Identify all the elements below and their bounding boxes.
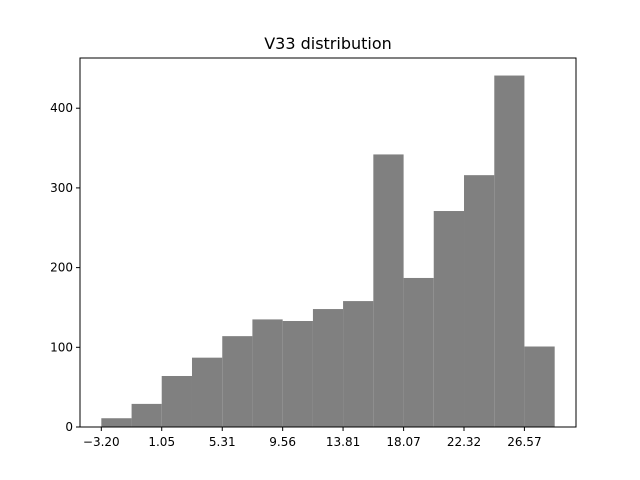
x-axis: −3.20 1.05 5.31 9.56 13.81 18.07 22.32 26.57 [83, 427, 542, 449]
histogram-bar [252, 319, 283, 427]
y-tick-label: 400 [50, 101, 73, 115]
histogram-bar [312, 309, 344, 427]
x-tick-label: −3.20 [83, 435, 120, 449]
histogram-bar [433, 211, 465, 427]
bars-group [101, 75, 555, 427]
histogram-bar [282, 321, 313, 427]
histogram-bar [161, 375, 192, 427]
y-tick-label: 100 [50, 340, 73, 354]
histogram-bar [464, 175, 495, 427]
histogram-bar [494, 75, 525, 427]
histogram-bar [373, 154, 404, 427]
histogram-bar [131, 403, 162, 427]
y-tick-label: 0 [65, 420, 73, 434]
histogram-bar [101, 418, 132, 427]
y-axis: 0 100 200 300 400 [50, 101, 80, 434]
x-tick-label: 13.81 [326, 435, 360, 449]
histogram-bar [191, 357, 223, 427]
x-tick-label: 18.07 [386, 435, 420, 449]
x-tick-label: 22.32 [447, 435, 481, 449]
histogram-bar [524, 346, 555, 427]
x-tick-label: 26.57 [507, 435, 541, 449]
x-tick-label: 1.05 [148, 435, 175, 449]
x-tick-label: 5.31 [209, 435, 236, 449]
plot-frame [79, 57, 577, 428]
histogram-bar [222, 336, 253, 427]
histogram-bar [403, 277, 434, 427]
histogram-bar [343, 301, 374, 427]
y-tick-label: 200 [50, 261, 73, 275]
x-tick-label: 9.56 [269, 435, 296, 449]
y-tick-label: 300 [50, 181, 73, 195]
chart-title: V33 distribution [264, 34, 392, 53]
